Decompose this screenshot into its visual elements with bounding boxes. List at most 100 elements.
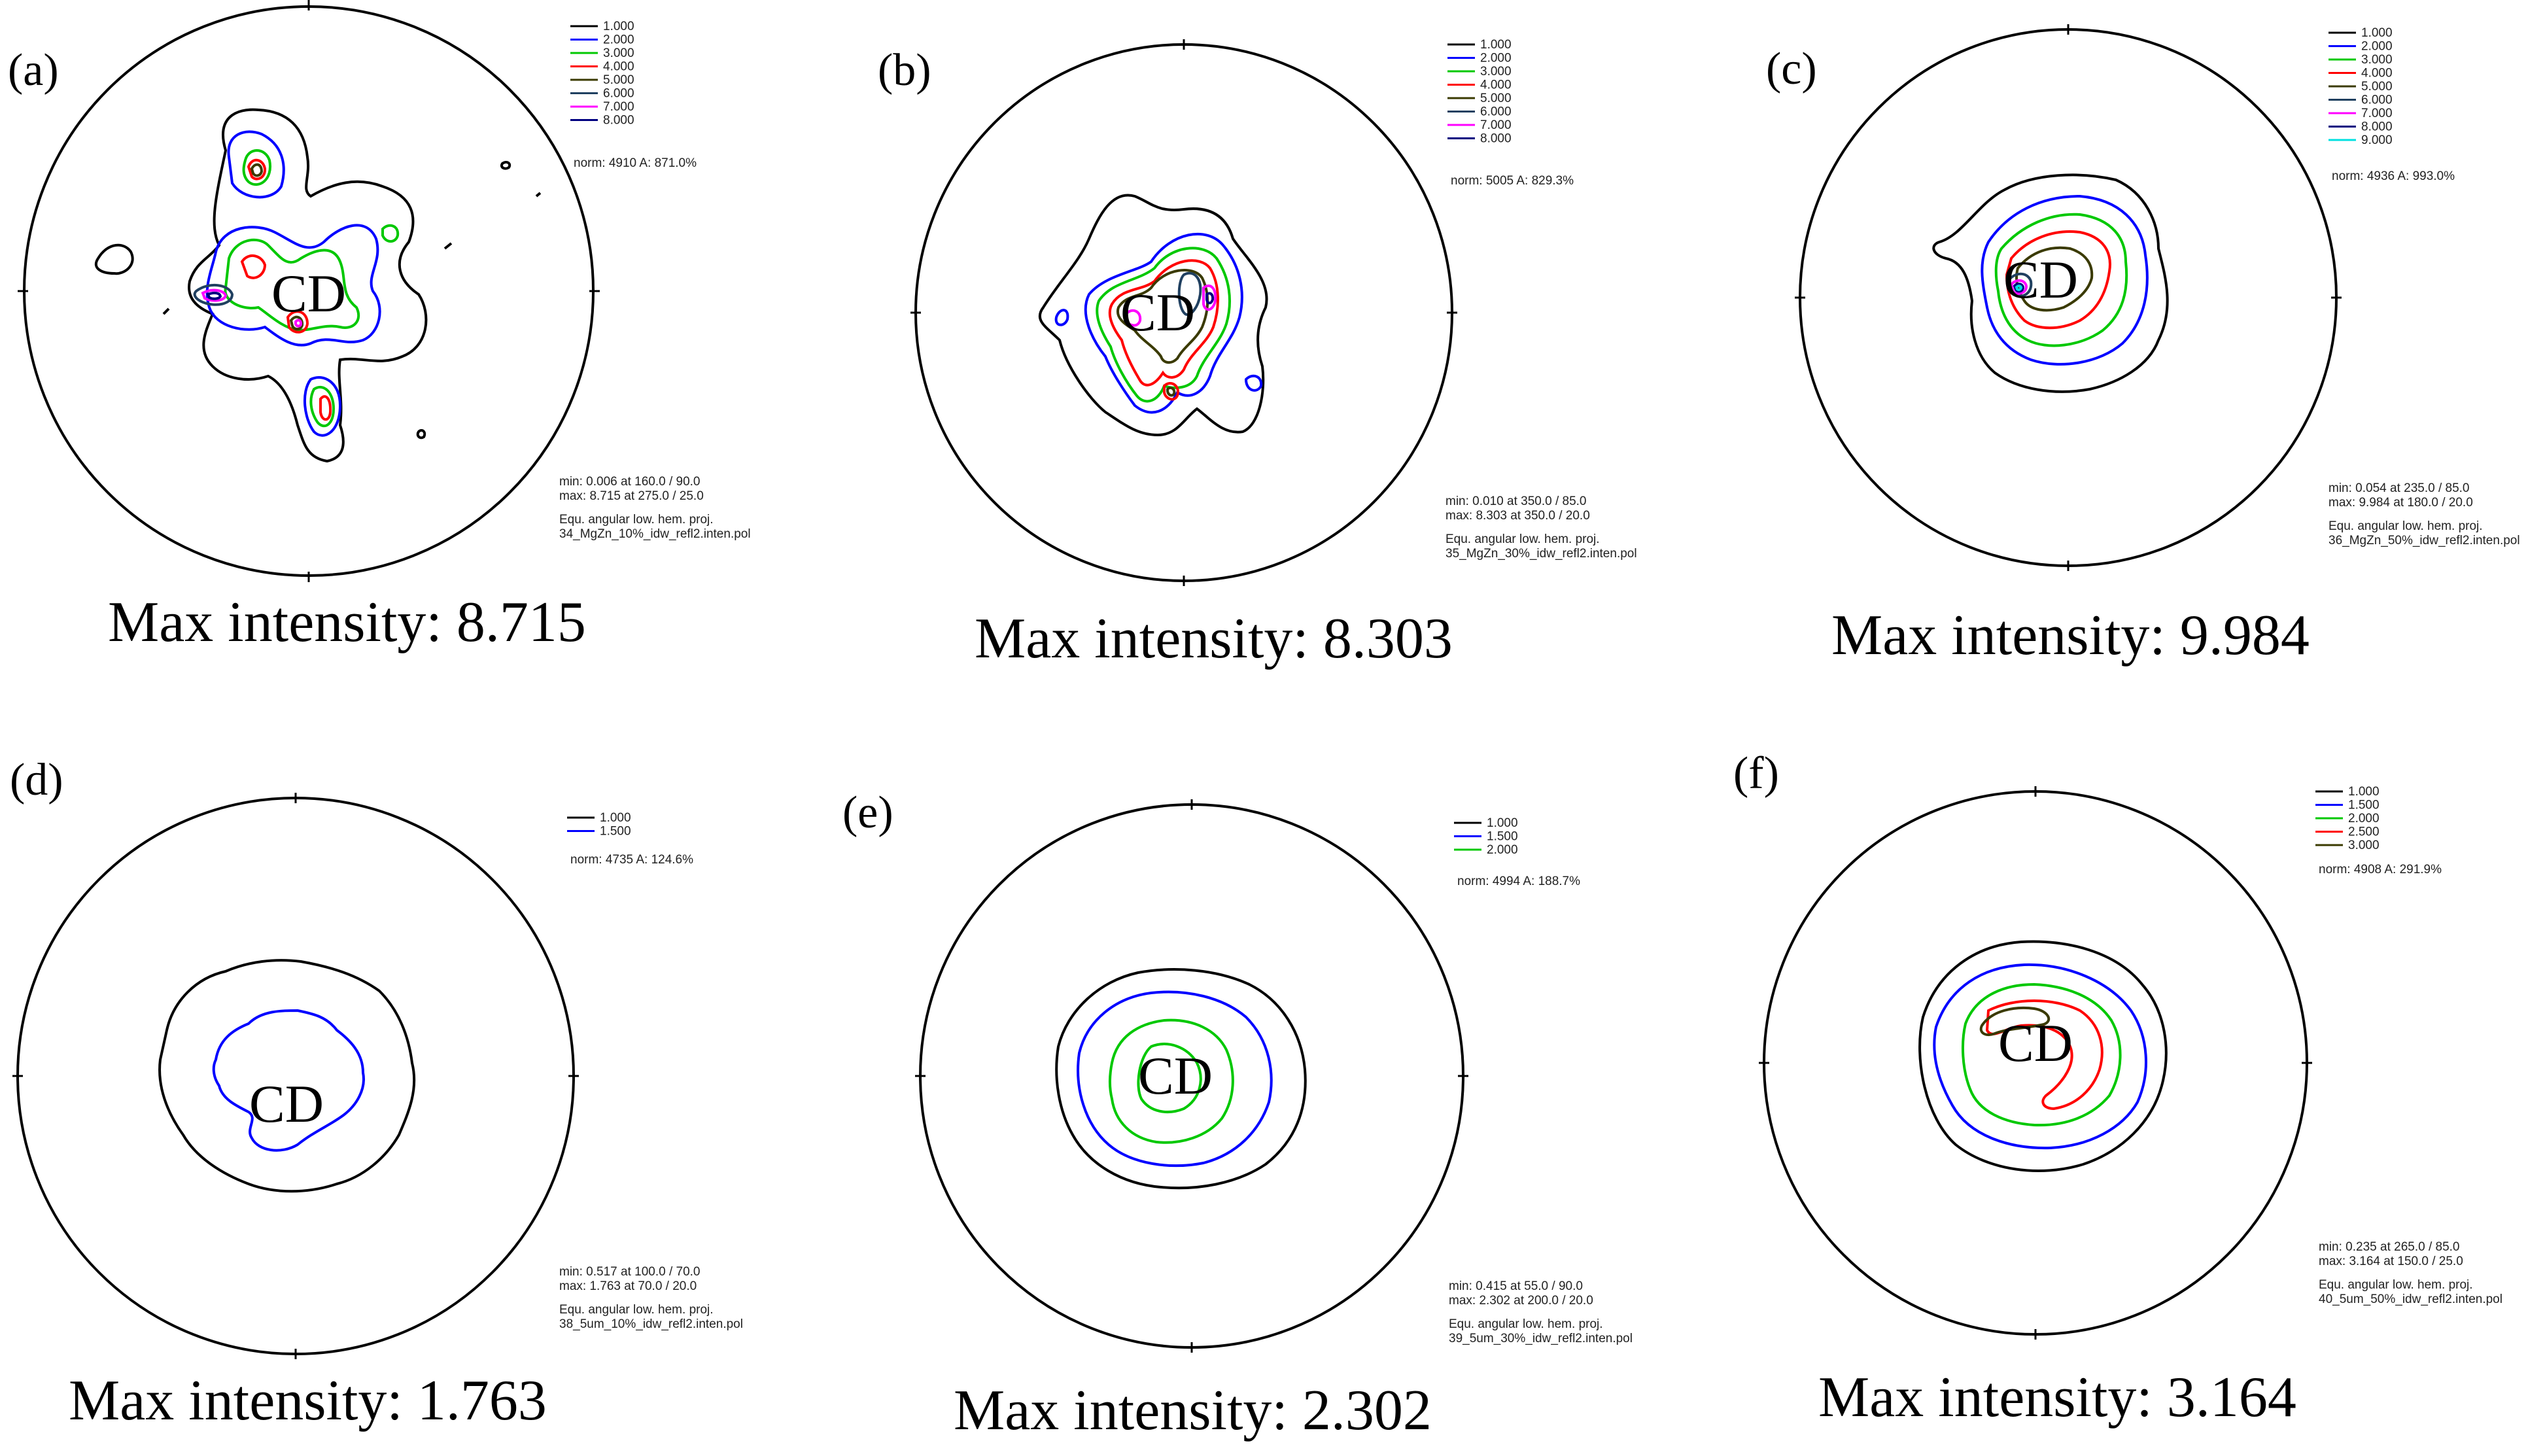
- legend-value: 4.000: [1480, 78, 1512, 92]
- stats: min: 0.415 at 55.0 / 90.0 max: 2.302 at …: [1449, 1279, 1633, 1345]
- contour-lines: [1932, 173, 2169, 393]
- file-name: 36_MgZn_50%_idw_refl2.inten.pol: [2329, 534, 2520, 547]
- axis-ticks: [18, 0, 600, 582]
- file-name: 38_5um_10%_idw_refl2.inten.pol: [559, 1317, 743, 1331]
- max-intensity-caption: Max intensity: 2.302: [954, 1379, 1432, 1442]
- legend-value: 1.500: [1487, 830, 1518, 844]
- norm-label: norm: 4910 A: 871.0%: [574, 156, 697, 170]
- max-stat: max: 3.164 at 150.0 / 25.0: [2319, 1255, 2463, 1268]
- panel-a: (a): [8, 0, 751, 654]
- file-name: 40_5um_50%_idw_refl2.inten.pol: [2319, 1292, 2502, 1306]
- axis-ticks: [1795, 24, 2342, 571]
- contour-lines: [1038, 194, 1268, 437]
- panel-c: (c) CD 1.0002.0003.0004.0005.0006.0007.0…: [1766, 24, 2520, 667]
- norm-label: norm: 5005 A: 829.3%: [1451, 174, 1574, 188]
- min-stat: min: 0.006 at 160.0 / 90.0: [559, 475, 701, 489]
- cd-label: CD: [2003, 250, 2078, 309]
- legend-value: 3.000: [2348, 839, 2380, 852]
- max-stat: max: 9.984 at 180.0 / 20.0: [2329, 496, 2473, 510]
- max-stat: max: 8.715 at 275.0 / 25.0: [559, 489, 704, 503]
- stats: min: 0.235 at 265.0 / 85.0 max: 3.164 at…: [2319, 1240, 2502, 1306]
- legend-value: 6.000: [1480, 105, 1512, 119]
- legend-value: 1.500: [2348, 799, 2380, 812]
- legend-value: 6.000: [603, 87, 634, 101]
- legend-value: 1.000: [603, 20, 634, 33]
- projection-note: Equ. angular low. hem. proj.: [1449, 1317, 1603, 1331]
- panel-label: (e): [842, 788, 893, 838]
- projection-note: Equ. angular low. hem. proj.: [559, 1303, 714, 1317]
- max-intensity-caption: Max intensity: 8.715: [108, 591, 586, 654]
- legend-value: 3.000: [2361, 53, 2393, 67]
- legend-value: 1.000: [600, 811, 631, 825]
- legend-value: 4.000: [2361, 67, 2393, 80]
- legend-value: 4.000: [603, 60, 634, 74]
- cd-label: CD: [1120, 283, 1195, 342]
- legend-value: 3.000: [1480, 65, 1512, 78]
- legend-value: 2.000: [603, 33, 634, 47]
- cd-label: CD: [271, 264, 346, 323]
- max-intensity-caption: Max intensity: 3.164: [1818, 1366, 2296, 1429]
- legend: 1.0002.0003.0004.0005.0006.0007.0008.000…: [570, 20, 697, 170]
- cd-label: CD: [1998, 1013, 2073, 1073]
- legend: 1.0002.0003.0004.0005.0006.0007.0008.000…: [2329, 26, 2455, 183]
- min-stat: min: 0.415 at 55.0 / 90.0: [1449, 1279, 1583, 1293]
- max-stat: max: 8.303 at 350.0 / 20.0: [1446, 509, 1590, 523]
- legend-value: 5.000: [2361, 80, 2393, 94]
- contour-lines: [1055, 968, 1307, 1190]
- axis-ticks: [1759, 786, 2312, 1340]
- legend-value: 7.000: [1480, 118, 1512, 132]
- contour-lines: [94, 108, 542, 463]
- projection-note: Equ. angular low. hem. proj.: [1446, 532, 1600, 546]
- legend-value: 1.000: [2348, 785, 2380, 799]
- cd-label: CD: [249, 1074, 324, 1134]
- legend-value: 9.000: [2361, 133, 2393, 147]
- legend: 1.0002.0003.0004.0005.0006.0007.0008.000…: [1447, 38, 1574, 188]
- legend-value: 1.000: [2361, 26, 2393, 40]
- panel-label: (f): [1733, 748, 1779, 799]
- min-stat: min: 0.054 at 235.0 / 85.0: [2329, 481, 2470, 495]
- norm-label: norm: 4936 A: 993.0%: [2332, 169, 2455, 183]
- norm-label: norm: 4908 A: 291.9%: [2319, 863, 2442, 876]
- legend-value: 8.000: [1480, 132, 1512, 146]
- panel-label: (d): [10, 755, 63, 805]
- legend-value: 2.500: [2348, 825, 2380, 839]
- max-intensity-caption: Max intensity: 8.303: [975, 607, 1453, 670]
- contour-lines: [158, 959, 416, 1193]
- stats: min: 0.010 at 350.0 / 85.0 max: 8.303 at…: [1446, 494, 1637, 561]
- min-stat: min: 0.517 at 100.0 / 70.0: [559, 1265, 701, 1279]
- projection-note: Equ. angular low. hem. proj.: [2319, 1278, 2473, 1292]
- max-intensity-caption: Max intensity: 1.763: [69, 1369, 547, 1432]
- projection-note: Equ. angular low. hem. proj.: [2329, 519, 2483, 533]
- norm-label: norm: 4994 A: 188.7%: [1457, 875, 1580, 888]
- axis-ticks: [910, 39, 1457, 586]
- max-stat: max: 2.302 at 200.0 / 20.0: [1449, 1294, 1593, 1308]
- panel-label: (a): [8, 45, 59, 95]
- stats: min: 0.006 at 160.0 / 90.0 max: 8.715 at…: [559, 475, 751, 541]
- legend-value: 8.000: [2361, 120, 2393, 134]
- axis-ticks: [915, 799, 1468, 1353]
- legend-value: 1.500: [600, 825, 631, 839]
- file-name: 34_MgZn_10%_idw_refl2.inten.pol: [559, 527, 751, 541]
- legend-value: 2.000: [2361, 40, 2393, 54]
- legend-value: 6.000: [2361, 94, 2393, 107]
- legend-value: 5.000: [1480, 92, 1512, 105]
- legend-value: 7.000: [603, 100, 634, 114]
- norm-label: norm: 4735 A: 124.6%: [570, 853, 693, 867]
- legend-value: 8.000: [603, 114, 634, 128]
- stats: min: 0.054 at 235.0 / 85.0 max: 9.984 at…: [2329, 481, 2520, 547]
- max-stat: max: 1.763 at 70.0 / 20.0: [559, 1279, 697, 1293]
- panel-label: (c): [1766, 44, 1817, 94]
- min-stat: min: 0.010 at 350.0 / 85.0: [1446, 494, 1587, 508]
- stats: min: 0.517 at 100.0 / 70.0 max: 1.763 at…: [559, 1265, 743, 1331]
- legend-value: 5.000: [603, 73, 634, 87]
- min-stat: min: 0.235 at 265.0 / 85.0: [2319, 1240, 2460, 1254]
- projection-note: Equ. angular low. hem. proj.: [559, 513, 714, 527]
- file-name: 39_5um_30%_idw_refl2.inten.pol: [1449, 1332, 1633, 1345]
- contour-lines: [1918, 940, 2168, 1172]
